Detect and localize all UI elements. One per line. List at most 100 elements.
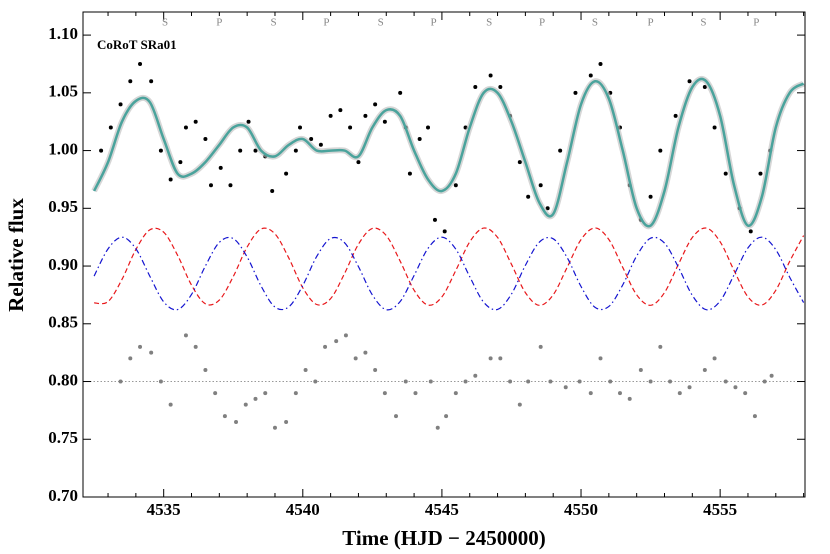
data-point	[363, 113, 368, 118]
data-point	[658, 344, 663, 349]
data-point	[253, 396, 258, 401]
phase-label: P	[753, 17, 759, 29]
data-point	[723, 379, 728, 384]
data-point	[218, 165, 223, 170]
data-point	[203, 367, 208, 372]
data-point	[769, 373, 774, 378]
data-point	[203, 137, 208, 142]
data-point	[743, 391, 748, 396]
data-point	[168, 402, 173, 407]
component-curve	[94, 227, 805, 306]
data-point	[588, 73, 593, 78]
data-point	[293, 148, 298, 153]
data-point	[309, 137, 314, 142]
data-point	[272, 425, 277, 430]
phase-label: S	[271, 17, 277, 29]
data-point	[577, 379, 582, 384]
y-tick-label: 0.80	[48, 370, 78, 389]
data-point	[293, 391, 298, 396]
data-point	[222, 414, 227, 419]
data-point	[508, 379, 513, 384]
data-point	[558, 148, 563, 153]
data-point	[158, 148, 163, 153]
y-tick-label: 1.10	[48, 24, 78, 43]
data-point	[517, 160, 522, 165]
data-point	[442, 229, 447, 234]
data-point	[318, 142, 323, 147]
data-point	[108, 125, 113, 130]
data-point	[246, 119, 251, 124]
data-point	[687, 385, 692, 390]
data-point	[313, 379, 318, 384]
data-point	[658, 148, 663, 153]
data-point	[303, 367, 308, 372]
data-point	[193, 119, 198, 124]
component-curve	[93, 236, 805, 311]
data-point	[208, 183, 213, 188]
data-point	[758, 171, 763, 176]
data-point	[617, 391, 622, 396]
y-tick-label: 0.90	[48, 255, 78, 274]
data-point	[598, 61, 603, 66]
data-point	[356, 160, 361, 165]
data-point	[432, 217, 437, 222]
data-point	[263, 391, 268, 396]
data-point	[648, 379, 653, 384]
data-point	[548, 379, 553, 384]
x-tick-label: 4550	[564, 500, 598, 519]
data-point	[270, 188, 275, 193]
data-point	[638, 367, 643, 372]
data-point	[168, 177, 173, 182]
data-point	[733, 385, 738, 390]
data-point	[118, 379, 123, 384]
data-point	[453, 391, 458, 396]
data-point	[328, 113, 333, 118]
y-tick-label: 0.75	[48, 428, 78, 447]
data-point	[538, 344, 543, 349]
data-point	[348, 125, 353, 130]
data-point	[382, 119, 387, 124]
data-point	[118, 102, 123, 107]
data-point	[298, 125, 303, 130]
x-tick-label: 4540	[286, 500, 320, 519]
data-point	[343, 333, 348, 338]
data-point	[426, 125, 431, 130]
x-axis-label: Time (HJD − 2450000)	[342, 526, 545, 550]
data-point	[243, 402, 248, 407]
data-point	[517, 402, 522, 407]
plot-frame	[82, 11, 806, 498]
data-point	[183, 125, 188, 130]
data-point	[228, 183, 233, 188]
data-point	[238, 148, 243, 153]
data-point	[488, 356, 493, 361]
data-point	[353, 356, 358, 361]
data-point	[149, 79, 154, 84]
data-point	[453, 183, 458, 188]
data-point	[428, 379, 433, 384]
data-point	[149, 350, 154, 355]
phase-label: S	[162, 17, 168, 29]
x-tick-label: 4545	[425, 500, 459, 519]
phase-label: S	[592, 17, 598, 29]
data-point	[473, 373, 478, 378]
data-point	[748, 229, 753, 234]
data-point	[403, 379, 408, 384]
data-point	[363, 350, 368, 355]
plot-area	[83, 61, 805, 430]
phase-label: S	[700, 17, 706, 29]
phase-label: S	[486, 17, 492, 29]
data-point	[498, 356, 503, 361]
phase-label: P	[431, 17, 437, 29]
phase-label: S	[378, 17, 384, 29]
y-tick-label: 1.00	[48, 139, 78, 158]
y-tick-label: 0.95	[48, 197, 78, 216]
data-point	[702, 367, 707, 372]
data-point	[394, 414, 399, 419]
data-point	[234, 419, 239, 424]
data-point	[213, 391, 218, 396]
data-point	[723, 171, 728, 176]
data-point	[687, 79, 692, 84]
model-band	[91, 75, 805, 230]
data-point	[178, 160, 183, 165]
